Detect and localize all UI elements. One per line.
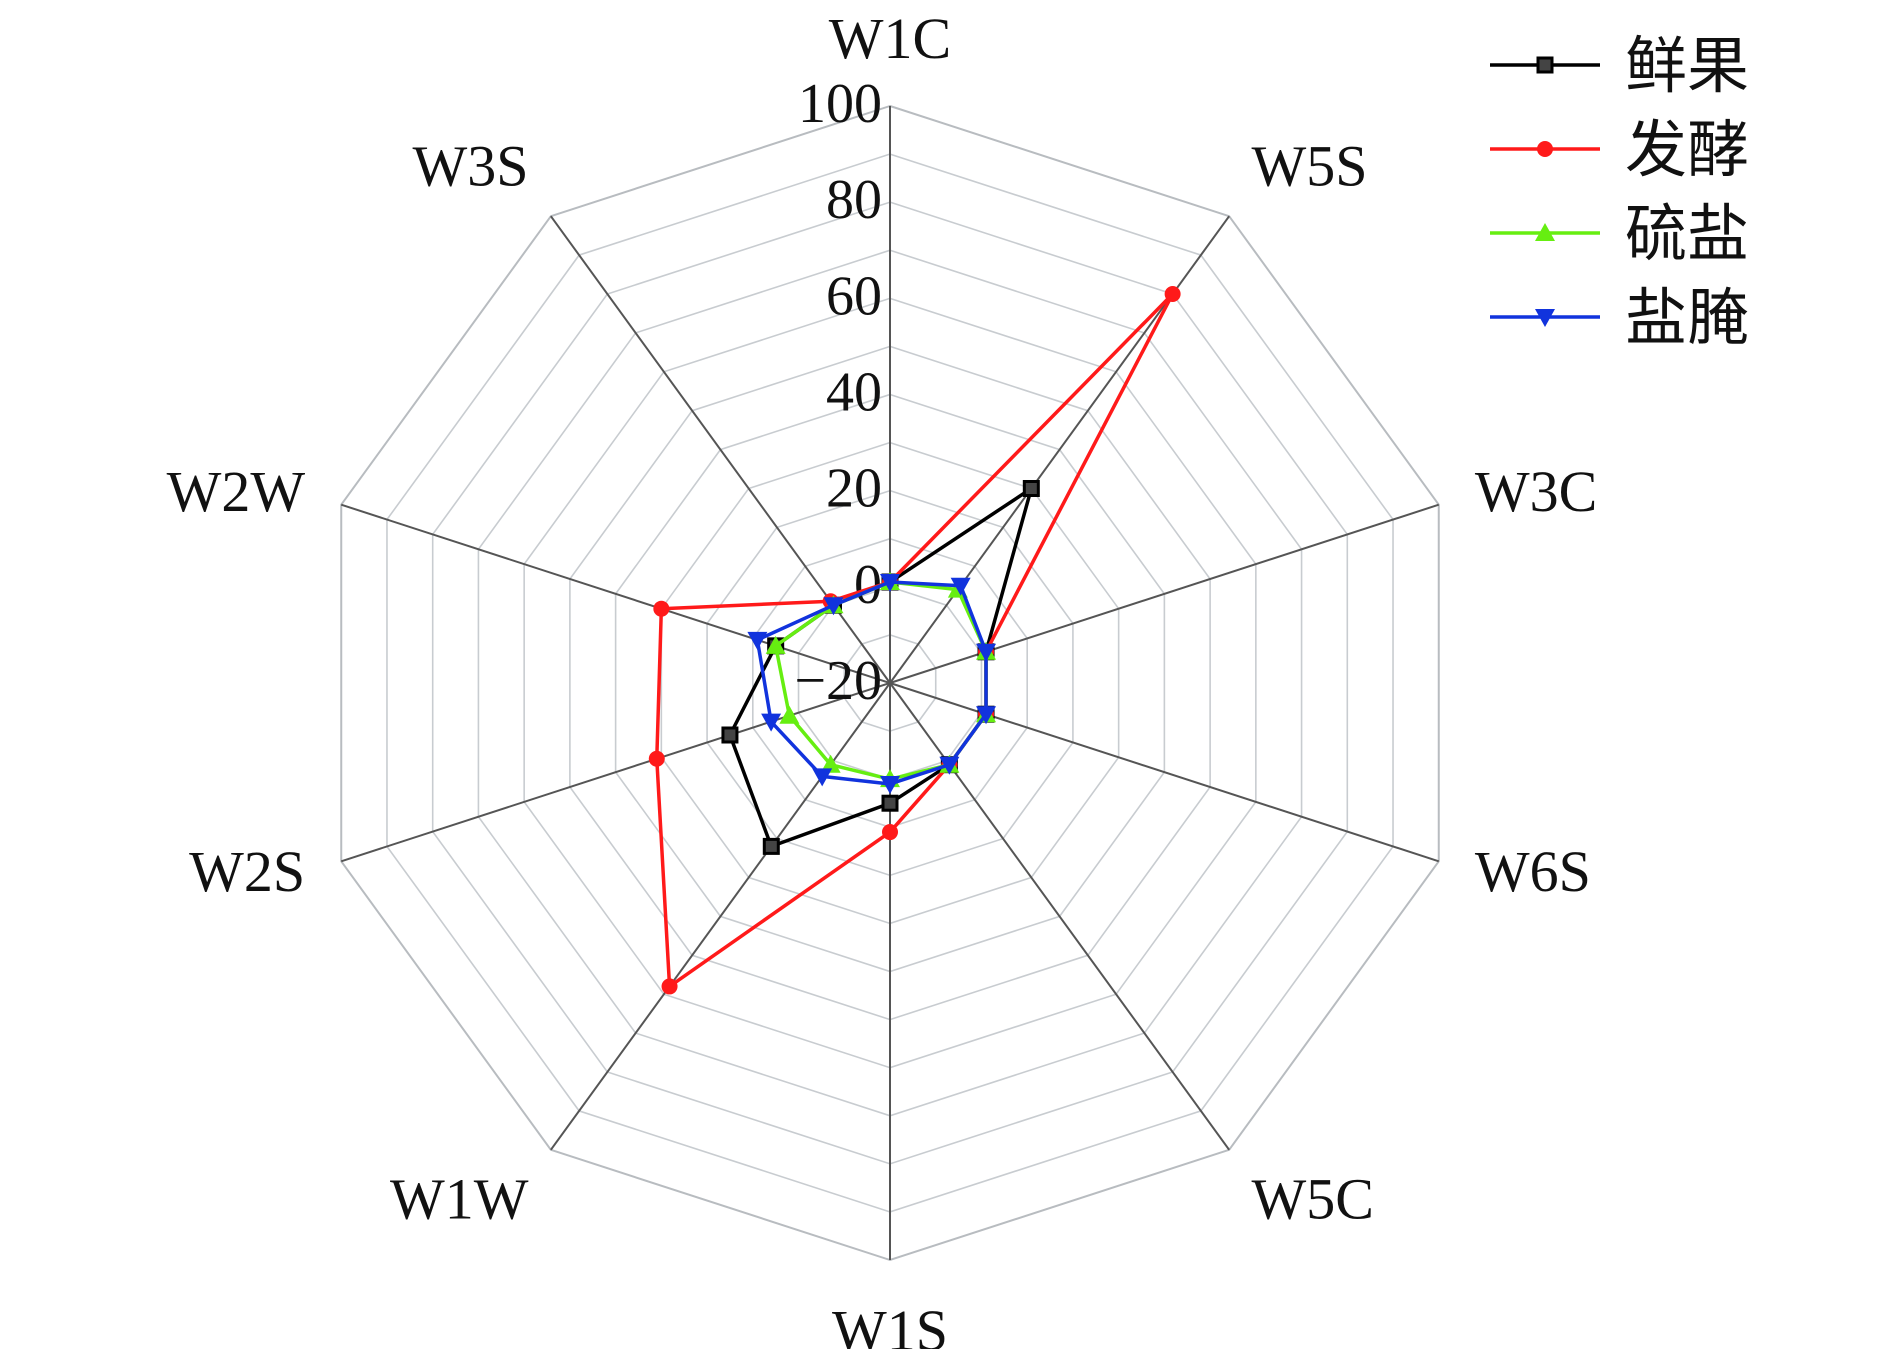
- legend-marker: [1535, 309, 1555, 327]
- series-3: [747, 574, 997, 794]
- legend-entry: 盐腌: [1490, 281, 1749, 354]
- axis-label-w6s: W6S: [1475, 839, 1591, 904]
- data-point: [779, 705, 800, 724]
- axis-label-w2w: W2W: [167, 459, 306, 524]
- data-point: [882, 824, 898, 841]
- data-point: [721, 726, 739, 744]
- legend-marker: [1535, 223, 1555, 241]
- data-point: [881, 794, 899, 812]
- data-point: [976, 643, 997, 662]
- legend-entry: 鲜果: [1490, 29, 1749, 102]
- legend-entry: 硫盐: [1490, 197, 1749, 270]
- axis-label-w2s: W2S: [189, 839, 305, 904]
- axis-label-w1w: W1W: [390, 1167, 529, 1232]
- legend-marker: [1537, 141, 1553, 157]
- legend-label: 硫盐: [1625, 197, 1749, 270]
- data-point: [1164, 285, 1181, 302]
- data-point: [761, 713, 782, 732]
- data-point: [823, 597, 844, 616]
- data-point: [976, 706, 997, 725]
- axis-label-w5s: W5S: [1251, 133, 1367, 198]
- legend-label: 发酵: [1625, 113, 1749, 186]
- axis-label-w5c: W5C: [1251, 1167, 1373, 1232]
- spoke-w5c: [889, 682, 1230, 1151]
- legend-label: 鲜果: [1625, 29, 1749, 102]
- spoke-w5s: [889, 215, 1230, 684]
- axis-label-w1s: W1S: [832, 1298, 948, 1349]
- data-point: [820, 754, 841, 773]
- spoke-w1w: [550, 682, 891, 1151]
- tick-label: −20: [794, 650, 882, 712]
- axis-label-w3c: W3C: [1475, 459, 1597, 524]
- data-point: [880, 574, 900, 593]
- data-series: [648, 285, 1181, 995]
- tick-label: 60: [826, 265, 882, 327]
- tick-label: 100: [798, 73, 882, 135]
- data-point: [950, 577, 971, 596]
- axis-labels: W1C W5S W3C W6S W5C W1S W1W W2S W2W W3S: [167, 6, 1598, 1349]
- data-point: [661, 978, 678, 995]
- spoke-w2w: [340, 503, 891, 684]
- data-point: [762, 837, 780, 855]
- data-point: [765, 635, 786, 654]
- data-point: [1022, 479, 1040, 497]
- data-point: [747, 631, 768, 650]
- data-point: [812, 768, 833, 787]
- spoke-w2s: [340, 682, 891, 863]
- axis-label-w1c: W1C: [829, 6, 951, 71]
- data-point: [880, 775, 900, 794]
- axis-label-w3s: W3S: [413, 133, 529, 198]
- data-point: [939, 756, 960, 775]
- legend-entry: 发酵: [1490, 113, 1749, 186]
- tick-label: 20: [826, 458, 882, 520]
- legend-label: 盐腌: [1625, 281, 1749, 354]
- legend-marker: [1536, 56, 1554, 74]
- tick-label: 80: [826, 169, 882, 231]
- data-point: [653, 600, 670, 617]
- data-point: [648, 750, 665, 767]
- tick-label: 40: [826, 362, 882, 424]
